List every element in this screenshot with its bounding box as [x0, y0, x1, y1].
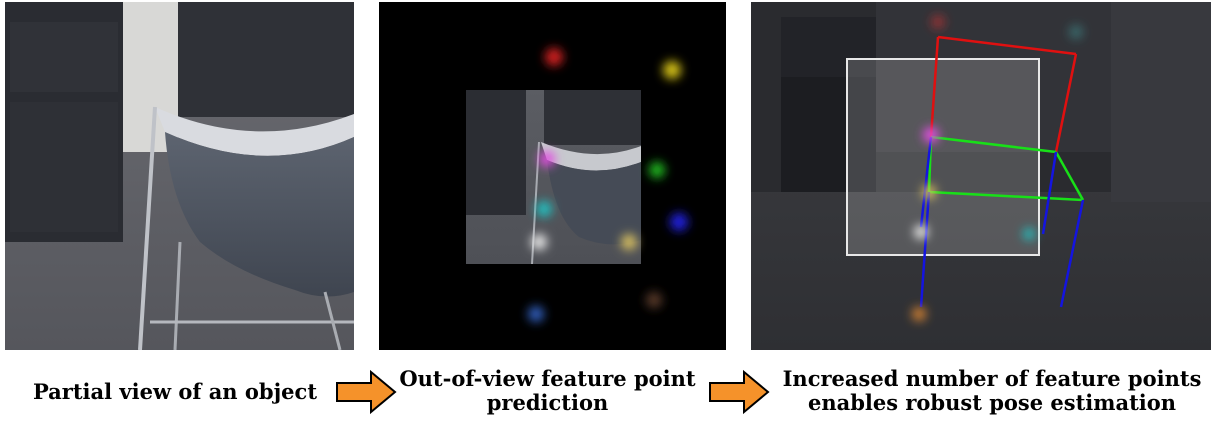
- feature-points: [912, 15, 1083, 321]
- caption-pose-estimation: Increased number of feature points enabl…: [782, 367, 1202, 415]
- feature-prediction-image: [379, 2, 726, 350]
- right-arrow-icon: [709, 369, 770, 415]
- caption-partial-view: Partial view of an object: [20, 380, 330, 404]
- caption-feature-prediction: Out-of-view feature point prediction: [380, 367, 715, 415]
- cropped-view: [466, 90, 641, 265]
- caption-partial-view-text: Partial view of an object: [32, 379, 318, 404]
- right-arrow-icon: [336, 369, 397, 415]
- predicted-feature-points: [528, 48, 688, 322]
- feature-prediction-panel: [379, 2, 726, 350]
- caption-feature-prediction-line2: prediction: [486, 390, 609, 415]
- caption-pose-estimation-line1: Increased number of feature points: [782, 366, 1202, 391]
- partial-view-image: [5, 2, 354, 350]
- pose-estimation-panel: [751, 2, 1211, 350]
- caption-feature-prediction-line1: Out-of-view feature point: [399, 366, 696, 391]
- estimated-3d-bounding-box: [919, 35, 1085, 308]
- pose-estimation-image: [751, 2, 1211, 350]
- caption-pose-estimation-line2: enables robust pose estimation: [807, 390, 1177, 415]
- partial-view-photo: [5, 2, 354, 350]
